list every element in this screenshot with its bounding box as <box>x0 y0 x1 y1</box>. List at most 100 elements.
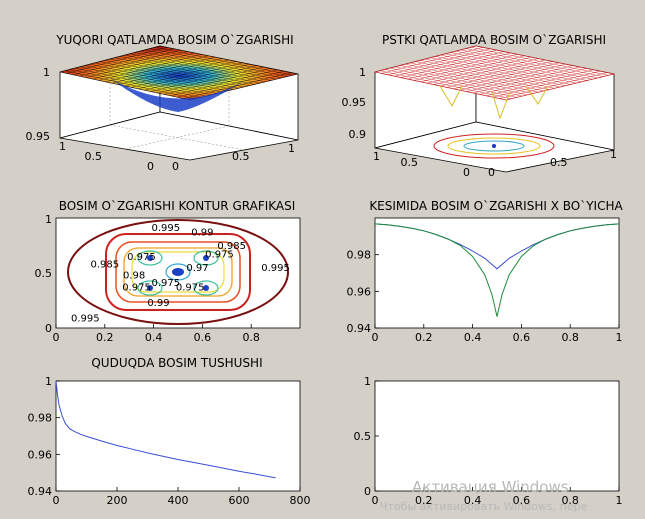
panel3-contour-blob <box>203 285 209 291</box>
panel2-floor-contour <box>463 140 525 152</box>
panel5-title: QUDUQDA BOSIM TUSHUSHI <box>91 356 262 370</box>
panel3-contour-ring <box>115 241 241 303</box>
x-tick-label: 200 <box>107 494 128 507</box>
panel1-x-tick: 0 <box>147 160 154 173</box>
panel2-y-tick: 0.5 <box>550 156 568 169</box>
x-tick-label: 0 <box>372 331 379 344</box>
x-tick-label: 0.6 <box>194 331 212 344</box>
mesh-line <box>144 49 282 79</box>
mesh-line <box>440 54 577 84</box>
panel2-x-tick: 0 <box>463 166 470 179</box>
y-tick-label: 0 <box>364 485 371 498</box>
panel3-contour-blob <box>165 263 191 281</box>
contour-label: 0.995 <box>261 263 290 274</box>
panel2-x-tick: 1 <box>373 150 380 163</box>
x-tick-label: 0.2 <box>415 494 433 507</box>
mesh-line <box>157 66 264 94</box>
panel2-z-tick: 1 <box>359 66 366 79</box>
panel-upper-layer-surface: YUQORI QATLAMDA BOSIM O`ZGARISHI 1 0.95 … <box>26 33 299 173</box>
windows-watermark-line1: Активация Windows <box>412 478 569 496</box>
contour-label: 0.98 <box>123 271 145 282</box>
mesh-line <box>430 57 566 86</box>
panel-contour-plot: BOSIM O`ZGARISHI KONTUR GRAFIKASI 0.995 0… <box>35 199 301 344</box>
x-tick-label: 0.4 <box>145 331 163 344</box>
panel3-y-tick: 0 <box>45 322 52 335</box>
panel3-contour-blob <box>172 268 184 276</box>
x-tick-label: 0.8 <box>242 331 260 344</box>
panel3-title: BOSIM O`ZGARISHI KONTUR GRAFIKASI <box>59 199 296 213</box>
panel3-contour-blob <box>137 280 163 296</box>
mesh-line <box>137 62 243 89</box>
panel3-contour-ring <box>123 247 233 297</box>
x-tick-label: 0.8 <box>561 331 579 344</box>
panel4-axes-box <box>374 217 620 329</box>
y-tick-label: 0.96 <box>28 448 53 461</box>
panel3-y-tick: 1 <box>45 213 52 226</box>
y-tick-label: 0.96 <box>347 285 372 298</box>
mesh-line <box>470 47 609 76</box>
panel3-contour-ring <box>105 233 251 311</box>
panel2-floor-well <box>492 144 496 148</box>
panel2-x-tick: 0.5 <box>401 156 419 169</box>
x-tick-label: 0.6 <box>513 331 531 344</box>
panel3-contour-ring <box>67 219 289 325</box>
contour-label: 0.975 <box>127 252 156 263</box>
mesh-line <box>446 61 552 88</box>
panel2-z-tick: 0.9 <box>349 128 367 141</box>
mesh-line <box>119 56 255 85</box>
panel1-x-tick: 0.5 <box>85 150 103 163</box>
mesh-line <box>144 64 250 91</box>
x-tick-label: 0 <box>53 331 60 344</box>
x-tick-label: 0 <box>53 494 60 507</box>
y-tick-label: 1 <box>45 375 52 388</box>
mesh-line <box>114 57 250 86</box>
y-tick-label: 0.94 <box>28 485 53 498</box>
x-tick-label: 0.2 <box>96 331 114 344</box>
mesh-line <box>154 47 293 76</box>
panel1-z-tick: 1 <box>43 66 50 79</box>
mesh-line <box>453 62 559 90</box>
mesh-line <box>131 61 236 88</box>
x-tick-label: 800 <box>290 494 311 507</box>
panel1-y-tick: 1 <box>288 142 295 155</box>
panel2-y-tick: 1 <box>610 148 617 161</box>
panel2-mesh-dips <box>439 85 549 120</box>
panel1-y-tick: 0.5 <box>232 150 250 163</box>
windows-watermark-line2: Чтобы активировать Windows, пере <box>380 500 588 513</box>
mesh-line <box>486 69 594 97</box>
panel1-surface-dip <box>110 78 246 112</box>
mesh-line <box>129 53 266 82</box>
y-tick-label: 0.98 <box>28 412 53 425</box>
mesh-line <box>134 52 272 81</box>
mesh-line <box>163 68 271 95</box>
mesh-line <box>460 63 566 91</box>
contour-label: 0.975 <box>122 283 151 294</box>
panel1-y-tick: 0 <box>172 160 179 173</box>
panel2-y-tick: 0 <box>488 166 495 179</box>
panel3-contour-blob <box>193 250 219 266</box>
mesh-line <box>473 66 580 94</box>
contour-label: 0.985 <box>90 260 119 271</box>
mesh-line <box>176 71 285 98</box>
mesh-line <box>499 72 608 99</box>
contour-label: 0.99 <box>147 298 169 309</box>
panel2-z-tick: 0.95 <box>342 96 367 109</box>
mesh-line <box>450 52 588 81</box>
contour-label: 0.975 <box>205 250 234 261</box>
mesh-line <box>479 68 587 95</box>
panel-lower-layer-mesh: PSTKI QATLAMDA BOSIM O`ZGARISHI 1 0.95 0… <box>342 33 618 179</box>
panel3-contour-blob <box>137 250 163 266</box>
x-tick-label: 1 <box>616 331 623 344</box>
x-tick-label: 600 <box>229 494 250 507</box>
mesh-line <box>150 65 257 92</box>
y-tick-label: 0.5 <box>354 430 372 443</box>
contour-label: 0.99 <box>191 228 213 239</box>
mesh-line <box>465 48 604 77</box>
x-tick-label: 0.6 <box>513 494 531 507</box>
series-line-1 <box>55 380 276 479</box>
mesh-line <box>183 72 292 99</box>
panel-well-pressure: QUDUQDA BOSIM TUSHUSHI 0 200 400 600 800 1 0.9… <box>28 356 311 507</box>
mesh-line <box>124 59 230 87</box>
panel5-axes-box <box>55 380 301 492</box>
